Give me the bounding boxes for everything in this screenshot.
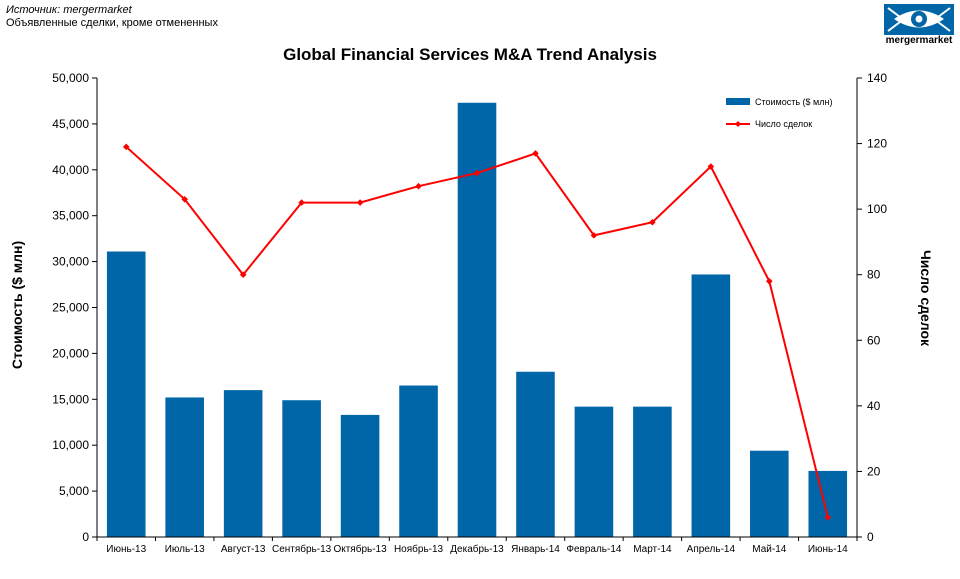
y-tick-label: 20,000 <box>52 346 89 360</box>
line-point <box>649 218 656 226</box>
y-tick-label: 50,000 <box>52 71 89 85</box>
bar <box>282 400 321 537</box>
line-point <box>181 196 188 203</box>
bar <box>750 450 789 537</box>
line-point <box>824 514 832 521</box>
y2-axis-label: Число сделок <box>918 250 934 347</box>
y-tick-label: 5,000 <box>59 484 89 498</box>
y-tick-label: 45,000 <box>52 117 89 131</box>
y2-tick-label: 60 <box>867 333 881 347</box>
y2-tick-label: 80 <box>867 268 881 282</box>
line-point <box>415 182 422 190</box>
mergermarket-logo: mergermarket <box>880 4 958 48</box>
y2-tick-label: 140 <box>867 71 887 85</box>
x-tick-label: Май-14 <box>752 544 786 555</box>
line-point <box>239 271 247 279</box>
eye-icon <box>884 4 954 35</box>
y2-tick-label: 0 <box>867 530 874 544</box>
line-series <box>122 143 832 521</box>
line-point <box>473 169 481 177</box>
x-tick-label: Январь-14 <box>511 544 560 555</box>
bar <box>574 406 614 537</box>
y2-tick-label: 120 <box>867 137 887 151</box>
bar <box>223 390 263 537</box>
line-point <box>707 163 715 170</box>
y2-tick-label: 40 <box>867 399 881 413</box>
y-tick-label: 35,000 <box>52 209 89 223</box>
bar <box>633 406 672 537</box>
line-point <box>590 232 598 239</box>
x-tick-label: Апрель-14 <box>687 544 736 555</box>
bar <box>516 371 555 537</box>
chart-title: Global Financial Services M&A Trend Anal… <box>283 45 657 64</box>
bar <box>691 274 731 537</box>
x-tick-label: Ноябрь-13 <box>394 543 444 555</box>
x-tick-label: Декабрь-13 <box>450 543 504 555</box>
legend: Стоимость ($ млн) Число сделок <box>726 97 832 129</box>
y2-tick-label: 100 <box>867 202 887 216</box>
line-point <box>356 199 364 206</box>
bar <box>165 397 204 537</box>
line-point <box>298 199 305 206</box>
bar-series <box>106 102 848 537</box>
line-point <box>766 277 773 285</box>
y-axis-label: Стоимость ($ млн) <box>9 241 25 369</box>
y-tick-label: 40,000 <box>52 163 89 177</box>
y-tick-label: 15,000 <box>52 392 89 406</box>
x-tick-label: Сентябрь-13 <box>272 543 332 555</box>
x-tick-label: Июнь-13 <box>106 544 146 555</box>
x-tick-label: Октябрь-13 <box>333 543 387 555</box>
x-tick-label: Февраль-14 <box>566 544 622 555</box>
bar <box>399 385 438 537</box>
legend-swatch-marker <box>735 121 741 127</box>
bar <box>808 470 848 537</box>
legend-swatch-bar <box>726 98 750 105</box>
y-tick-label: 0 <box>82 530 89 544</box>
legend-label-line: Число сделок <box>755 119 812 129</box>
y2-tick-label: 20 <box>867 464 881 478</box>
legend-label-bar: Стоимость ($ млн) <box>755 97 832 107</box>
y-tick-label: 30,000 <box>52 255 89 269</box>
bar <box>106 251 146 537</box>
source-note: Источник: mergermarket <box>6 4 132 16</box>
y-tick-label: 25,000 <box>52 301 89 315</box>
y-tick-label: 10,000 <box>52 438 89 452</box>
bar <box>340 414 380 537</box>
x-tick-label: Июнь-14 <box>808 544 848 555</box>
axes: 0 5,000 10,000 15,000 20,000 25,000 30,000 35,0… <box>52 71 887 555</box>
x-tick-label: Июль-13 <box>165 544 205 555</box>
x-tick-label: Март-14 <box>633 544 672 555</box>
line-point <box>122 143 130 151</box>
chart-subtitle: Объявленные сделки, кроме отмененных <box>6 17 218 29</box>
logo-text: mergermarket <box>885 35 953 46</box>
x-tick-label: Август-13 <box>221 544 266 555</box>
line-point <box>532 150 539 157</box>
